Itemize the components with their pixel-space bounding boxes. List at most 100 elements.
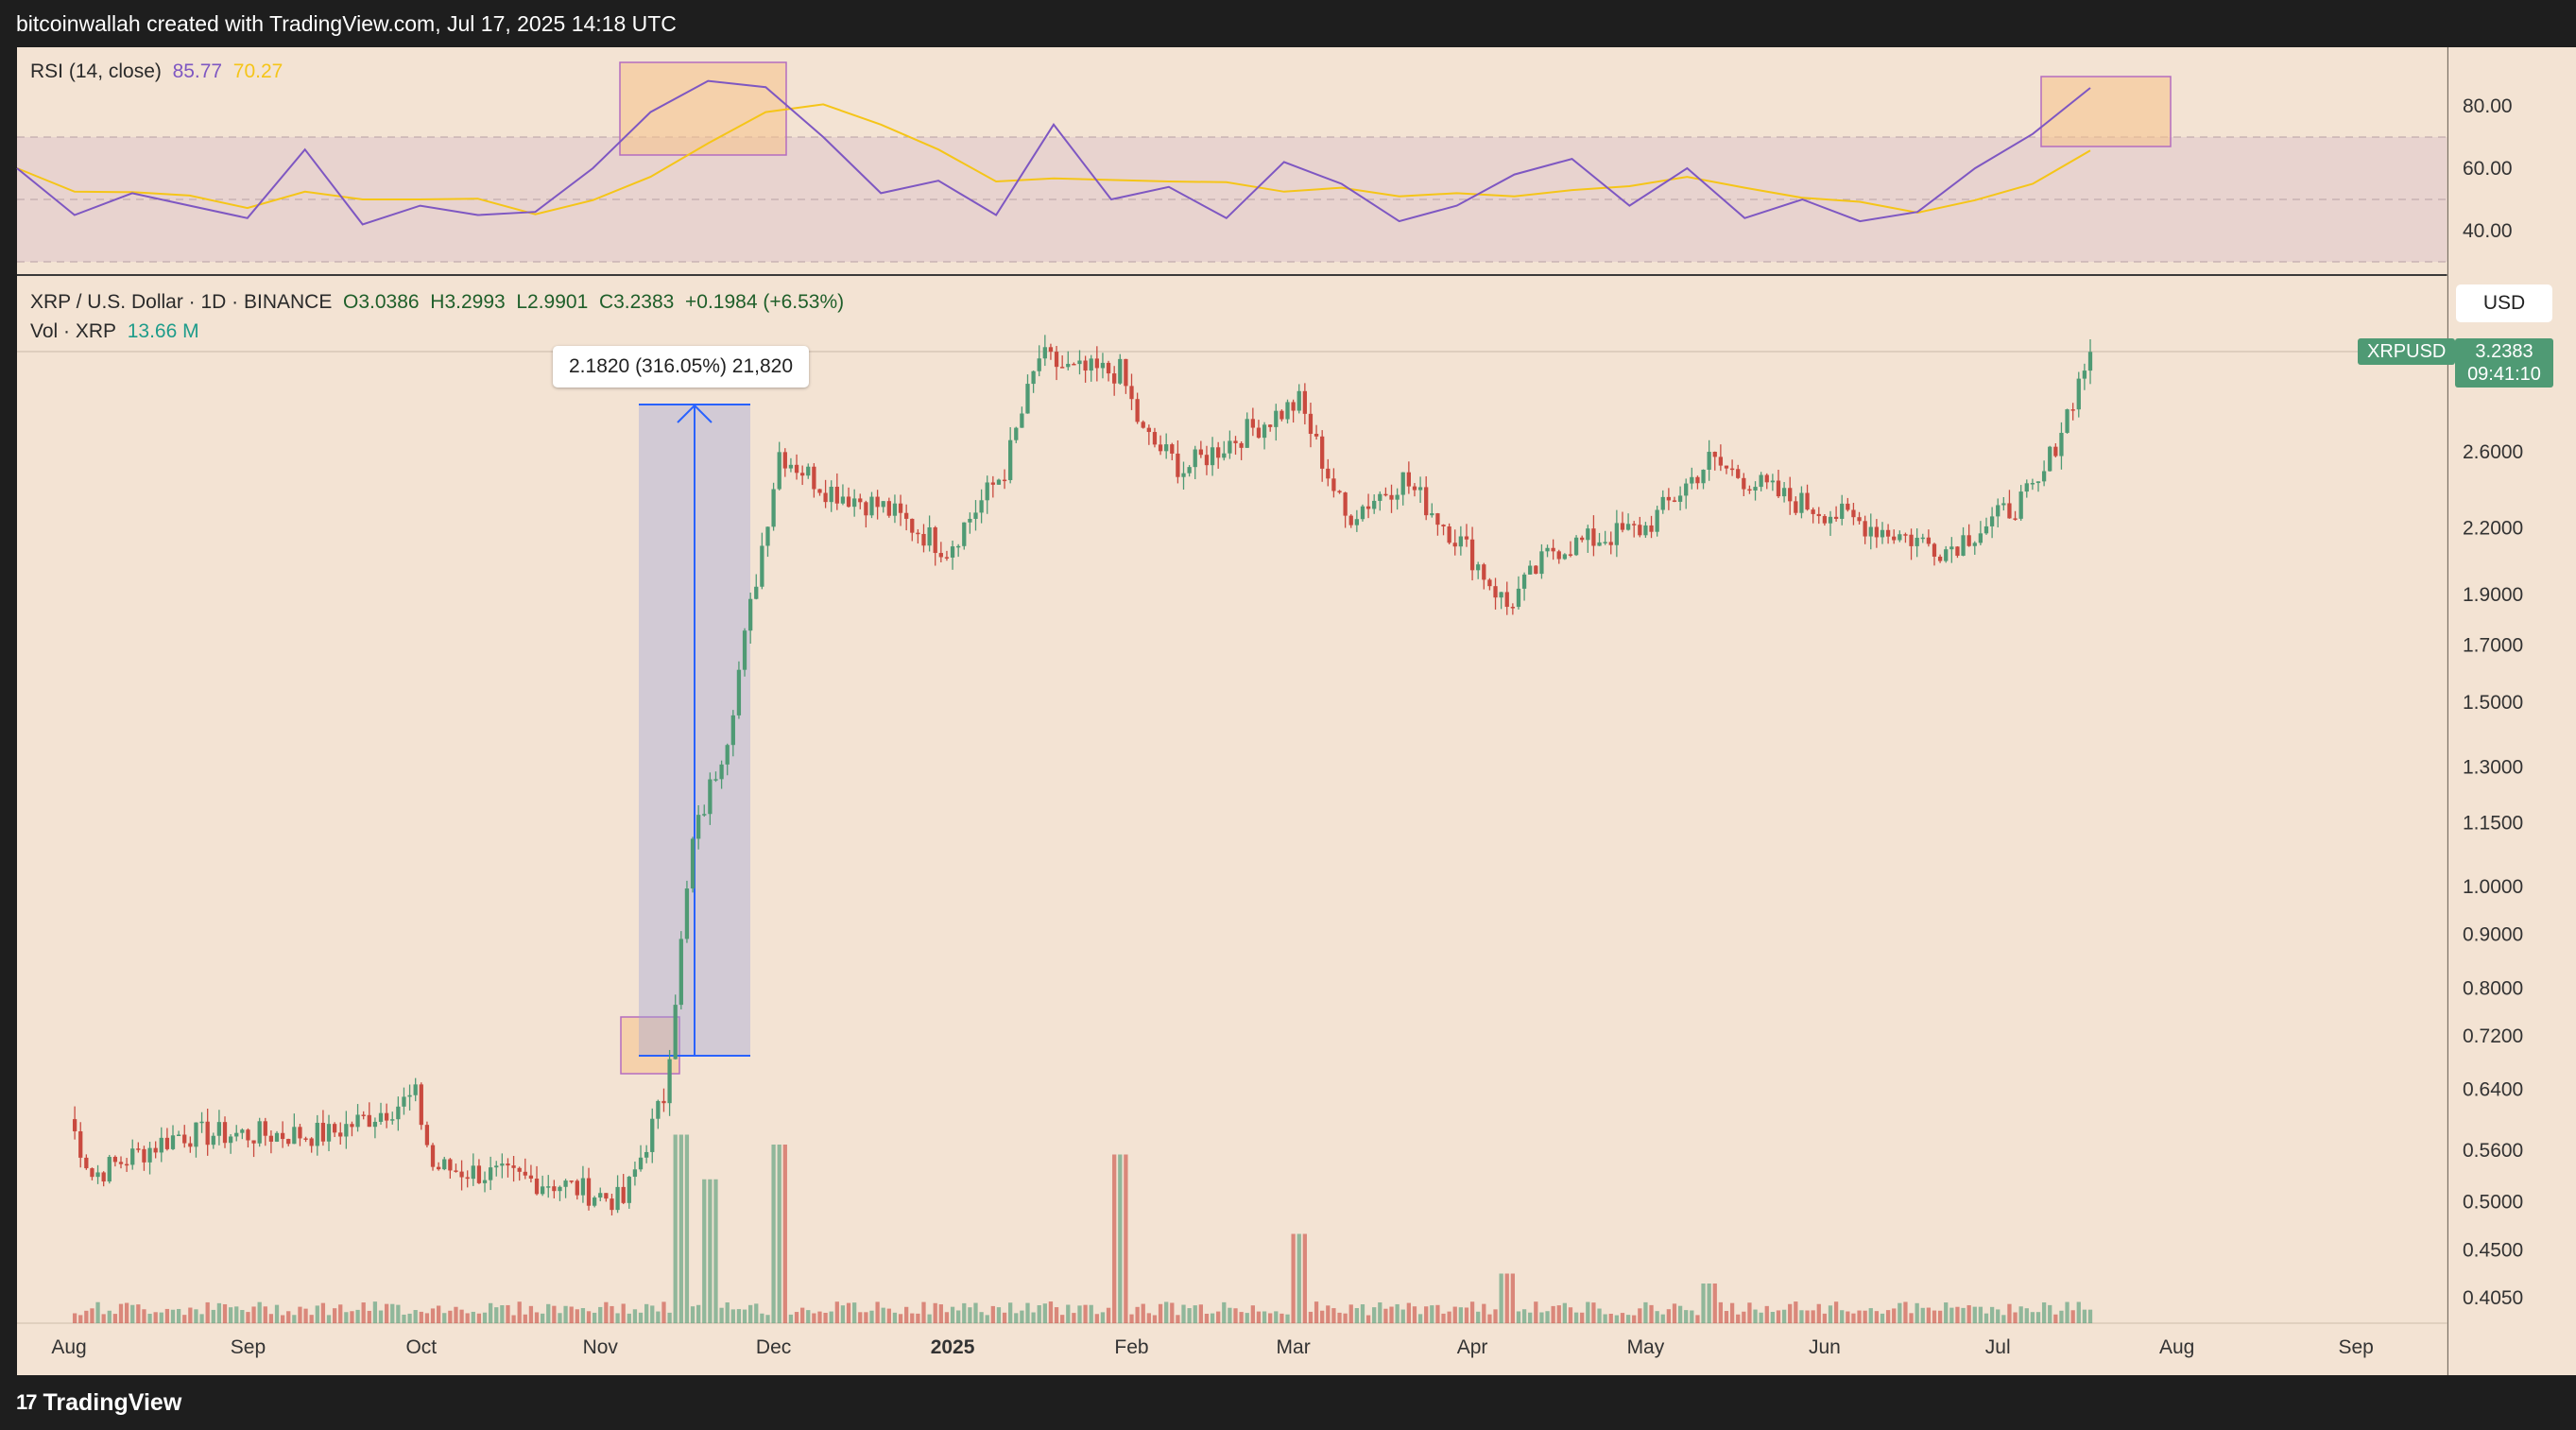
volume-bar [90, 1308, 94, 1323]
volume-bar [1805, 1310, 1810, 1323]
candle-body [817, 489, 822, 493]
price-scale[interactable] [2448, 47, 2576, 1375]
candle-body [344, 1124, 349, 1137]
symbol-legend[interactable]: XRP / U.S. Dollar · 1D · BINANCE O3.0386… [30, 291, 844, 314]
candle-body [1297, 390, 1301, 411]
volume-bar [604, 1301, 609, 1323]
candle-body [1469, 539, 1475, 571]
rsi-lines [16, 79, 2091, 226]
volume-bar [1840, 1310, 1845, 1323]
candle-body [216, 1122, 222, 1136]
candle-body [1458, 536, 1463, 547]
volume-bar [1695, 1315, 1700, 1323]
candle-body [1314, 434, 1319, 437]
candle-body [240, 1129, 245, 1133]
volume-bar [494, 1307, 499, 1323]
candle-body [996, 479, 1002, 485]
candle-body [494, 1165, 499, 1168]
candle-body [1331, 478, 1336, 491]
time-axis-labels: Aug Sep Oct Nov Dec 2025 Feb Mar Apr May Jun Jul Aug… [51, 1336, 2373, 1358]
volume-bar [973, 1302, 978, 1323]
volume-bar [990, 1305, 995, 1323]
price-tick-label: 2.6000 [2463, 441, 2523, 463]
volume-bar [834, 1301, 839, 1323]
volume-bar [355, 1309, 360, 1323]
price-tick-label: 1.7000 [2463, 635, 2523, 657]
candle-body [1054, 352, 1059, 368]
candle-body [1193, 449, 1197, 468]
candle-body [1695, 476, 1700, 484]
volume-bar [852, 1302, 857, 1323]
volume-bar [765, 1315, 770, 1323]
volume-bar [159, 1312, 163, 1323]
candle-body [881, 501, 885, 508]
candle-body [1504, 592, 1509, 608]
candle-body [315, 1122, 319, 1146]
volume-bar [846, 1302, 851, 1323]
time-axis-label: Mar [1277, 1336, 1311, 1358]
volume-bar [1487, 1314, 1492, 1323]
candle-body [506, 1163, 510, 1166]
candle-body [407, 1094, 412, 1097]
candle-body [124, 1163, 129, 1166]
volume-bar [1441, 1313, 1446, 1323]
candle-body [1573, 537, 1579, 556]
volume-bar [1632, 1315, 1637, 1323]
volume-bar [1989, 1306, 1995, 1323]
candle-body [130, 1148, 135, 1165]
candle-body [2053, 446, 2058, 457]
candle-body [1915, 537, 1919, 546]
candle-body [1989, 516, 1995, 526]
volume-value: 13.66 M [127, 320, 199, 342]
volume-bar [1493, 1309, 1498, 1323]
volume-bar [500, 1305, 505, 1323]
candle-body [748, 598, 753, 631]
rsi-legend[interactable]: RSI (14, close) 85.77 70.27 [30, 60, 283, 83]
candle-body [552, 1186, 557, 1192]
volume-bar [1291, 1233, 1296, 1323]
candle-body [1164, 444, 1169, 452]
volume-bar [1037, 1304, 1041, 1323]
candle-body [1008, 439, 1013, 480]
volume-legend[interactable]: Vol · XRP 13.66 M [30, 320, 199, 343]
candle-body [1638, 525, 1642, 536]
candle-body [303, 1138, 308, 1140]
symbol-price-tag: XRPUSD [2358, 338, 2456, 365]
volume-bar [1400, 1309, 1405, 1323]
currency-button[interactable]: USD [2456, 284, 2552, 322]
volume-bar [1620, 1313, 1625, 1323]
volume-bar [194, 1309, 198, 1323]
volume-bar [1556, 1305, 1561, 1323]
volume-bar [1591, 1302, 1596, 1323]
candle-body [586, 1178, 592, 1206]
price-tick-label: 1.1500 [2463, 813, 2523, 835]
candle-body [1718, 457, 1724, 466]
volume-bar [251, 1306, 256, 1323]
volume-bar [511, 1315, 516, 1323]
candle-body [164, 1137, 170, 1149]
volume-bar [1562, 1302, 1567, 1323]
candle-body [1233, 440, 1238, 443]
volume-bar [1521, 1309, 1527, 1323]
candle-body [419, 1084, 423, 1126]
candle-body [2007, 503, 2012, 519]
candle-body [944, 557, 950, 559]
candle-body [2076, 378, 2081, 410]
volume-bar [1972, 1306, 1977, 1323]
candle-body [511, 1165, 516, 1168]
candle-body [1360, 506, 1365, 520]
volume-bar [1193, 1305, 1197, 1323]
volume-bar [350, 1311, 354, 1323]
candle-body [644, 1151, 649, 1158]
time-axis-label: 2025 [931, 1336, 975, 1358]
candle-body [1435, 513, 1440, 525]
volume-bar [782, 1145, 787, 1323]
candle-body [610, 1198, 614, 1211]
candle-body [719, 764, 724, 780]
candle-body [1060, 367, 1065, 369]
candle-body [800, 473, 805, 476]
tradingview-logo[interactable]: 17 TradingView [16, 1388, 181, 1417]
volume-bar [1326, 1305, 1331, 1323]
candle-body [1441, 525, 1446, 527]
